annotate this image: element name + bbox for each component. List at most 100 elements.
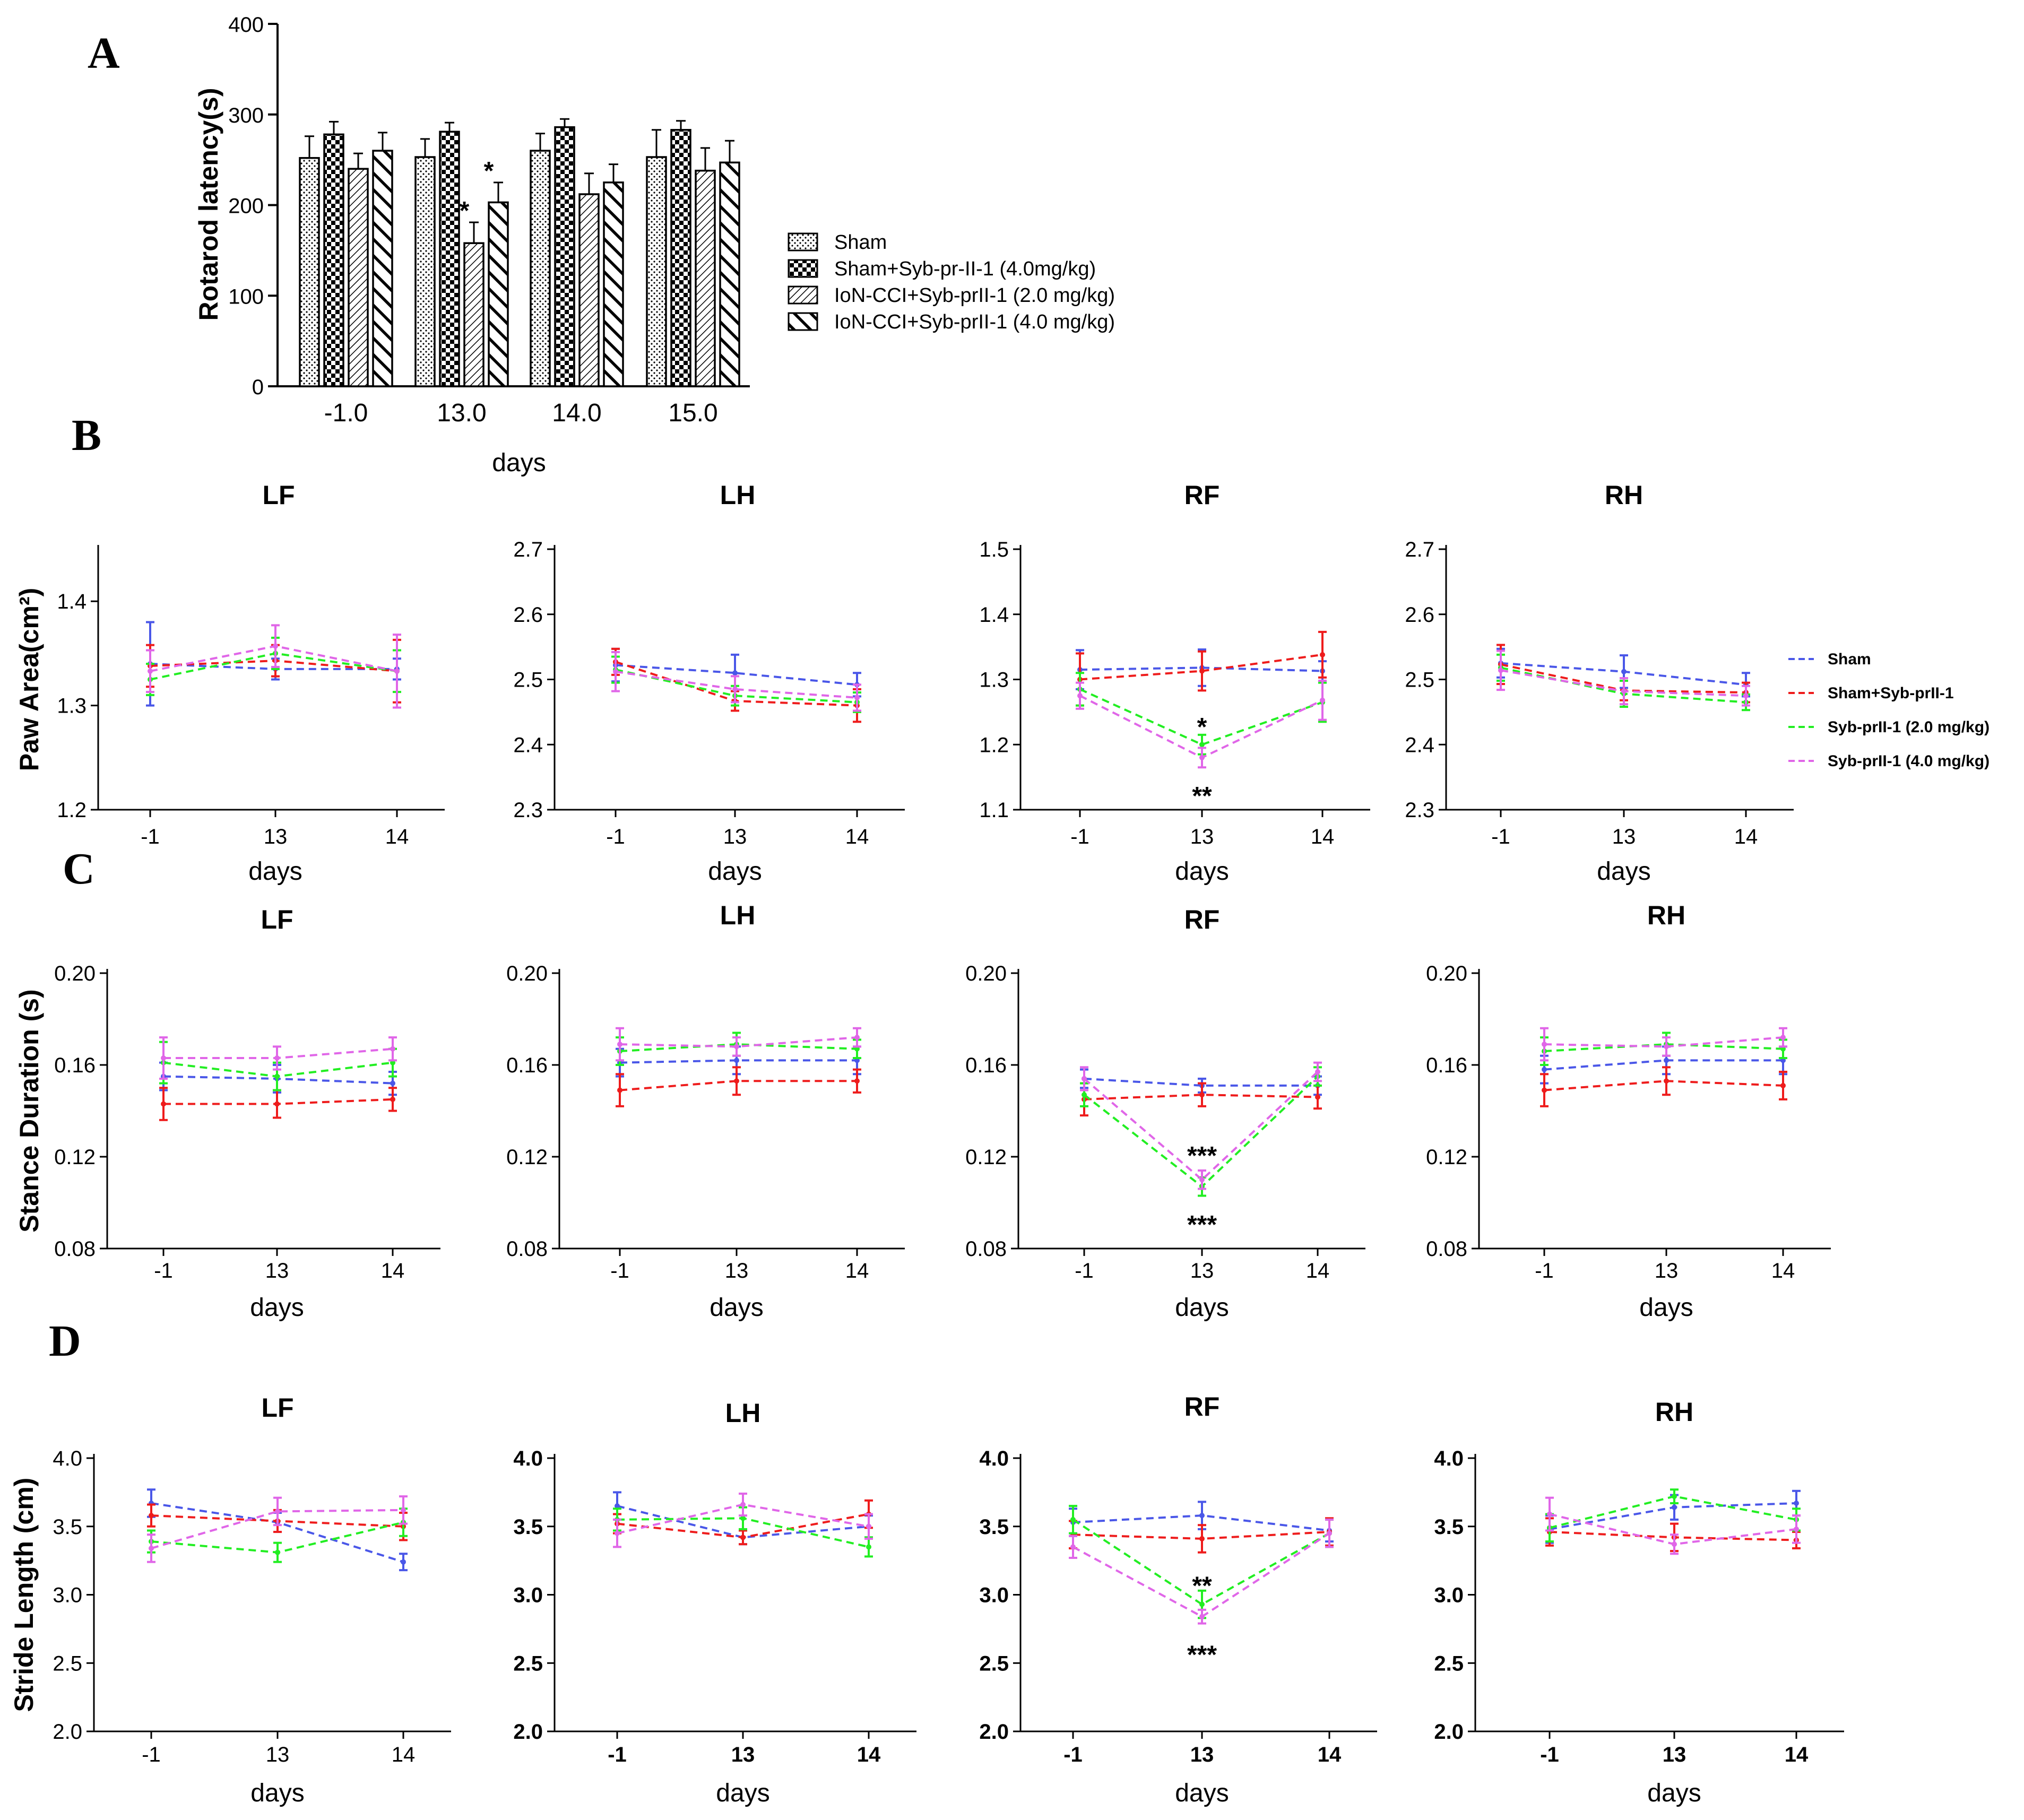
x-axis-label: days xyxy=(708,857,762,886)
data-point xyxy=(161,1055,166,1061)
significance-star: * xyxy=(1197,713,1207,741)
x-axis-label: days xyxy=(250,1779,304,1807)
data-point xyxy=(1199,1536,1205,1541)
y-tick-label: 0.08 xyxy=(965,1237,1007,1261)
legend-label: Syb-prII-1 (4.0 mg/kg) xyxy=(1828,752,1990,770)
series-line xyxy=(1544,1036,1784,1048)
data-point xyxy=(149,1513,154,1519)
y-tick-label: 100 xyxy=(228,285,264,308)
y-tick-label: 2.5 xyxy=(513,669,543,692)
x-tick-label: 14 xyxy=(845,825,869,848)
chart-b-lf: 1.2 1.3 1.4 -1 13 14 LF days Paw Area(cm²) xyxy=(14,480,445,886)
data-point xyxy=(1672,1541,1677,1547)
x-tick-label: -1 xyxy=(141,825,160,848)
x-tick-label: -1 xyxy=(142,1743,161,1766)
x-tick-label: 13 xyxy=(1190,1259,1214,1282)
data-point xyxy=(732,670,738,676)
x-tick-label: 14 xyxy=(1771,1259,1795,1282)
x-tick-label: -1 xyxy=(1063,1743,1083,1766)
data-point xyxy=(161,1101,166,1107)
significance-star: * xyxy=(460,197,470,225)
y-tick-label: 3.5 xyxy=(513,1515,543,1539)
y-axis-label: Rotarod latency(s) xyxy=(194,88,223,321)
data-point xyxy=(1794,1500,1799,1506)
panel-label-a: A xyxy=(88,29,120,78)
data-point xyxy=(1664,1044,1669,1050)
data-point xyxy=(149,1545,154,1551)
legend-swatch xyxy=(788,285,818,305)
chart-c-rf: 0.08 0.12 0.16 0.20 -1 13 14 RF days *** *** xyxy=(965,905,1365,1322)
legend-lines: Sham Sham+Syb-prII-1 Syb-prII-1 (2.0 mg/kg… xyxy=(1788,651,1990,770)
data-point xyxy=(275,1509,280,1514)
x-tick-label: 13 xyxy=(1655,1259,1679,1282)
y-tick-label: 2.7 xyxy=(513,538,543,561)
significance-star: *** xyxy=(1187,1641,1217,1669)
chart-c-lh: 0.08 0.12 0.16 0.20 -1 13 14 LH days xyxy=(506,900,905,1322)
series-line xyxy=(1072,1519,1330,1606)
x-tick-label: -1 xyxy=(606,825,625,848)
data-point xyxy=(1199,1513,1205,1519)
legend-label: IoN-CCI+Syb-prII-1 (2.0 mg/kg) xyxy=(834,284,1115,307)
data-point xyxy=(866,1523,871,1529)
y-tick-label: 0.16 xyxy=(965,1054,1007,1077)
chart-title: RH xyxy=(1605,480,1643,510)
data-point xyxy=(617,1042,622,1047)
chart-title: RH xyxy=(1647,900,1685,930)
y-tick-label: 4.0 xyxy=(53,1447,82,1470)
x-tick-label: 13 xyxy=(1190,825,1214,848)
legend-swatch xyxy=(788,259,818,278)
data-point xyxy=(734,1078,739,1084)
data-point xyxy=(401,1559,406,1565)
data-point xyxy=(275,1549,280,1555)
legend-label: IoN-CCI+Syb-prII-1 (4.0 mg/kg) xyxy=(834,311,1115,333)
data-point xyxy=(1082,1092,1087,1098)
x-tick-label: 13.0 xyxy=(437,399,486,427)
y-tick-label: 1.2 xyxy=(979,733,1009,757)
legend-label: Sham+Syb-pr-II-1 (4.0mg/kg) xyxy=(834,258,1096,280)
chart-b-rh: 2.3 2.4 2.5 2.6 2.7 -1 13 14 RH days xyxy=(1405,480,1794,886)
x-tick-label: 14 xyxy=(385,825,409,848)
chart-title: LF xyxy=(262,480,295,510)
data-point xyxy=(148,668,153,674)
y-tick-label: 1.5 xyxy=(979,538,1009,561)
y-axis-label: Paw Area(cm²) xyxy=(14,588,44,771)
x-tick-label: 14 xyxy=(1306,1259,1330,1282)
bar xyxy=(670,129,691,387)
x-tick-label: -1 xyxy=(1075,1259,1094,1282)
x-tick-label: 13 xyxy=(725,1259,749,1282)
data-point xyxy=(1070,1516,1076,1522)
y-tick-label: 3.5 xyxy=(979,1515,1009,1539)
data-point xyxy=(866,1544,871,1550)
x-axis-label: days xyxy=(250,1294,304,1322)
x-tick-label: 13 xyxy=(1612,825,1636,848)
bar xyxy=(603,181,624,387)
legend-label: Sham xyxy=(1828,651,1871,668)
legend-a: Sham Sham+Syb-pr-II-1 (4.0mg/kg) IoN-CCI+S… xyxy=(788,231,1115,333)
y-tick-label: 1.1 xyxy=(979,799,1009,822)
legend-swatch xyxy=(788,312,818,331)
y-tick-label: 0.08 xyxy=(506,1237,548,1261)
series-line xyxy=(615,670,858,699)
chart-c-rh: 0.08 0.12 0.16 0.20 -1 13 14 RH days xyxy=(1426,900,1831,1322)
x-tick-label: 13 xyxy=(723,825,747,848)
y-tick-label: 3.5 xyxy=(53,1515,82,1539)
y-tick-label: 4.0 xyxy=(1434,1447,1464,1470)
y-tick-label: 2.3 xyxy=(513,799,543,822)
x-axis-label: days xyxy=(248,857,302,886)
x-tick-label: 13 xyxy=(265,1259,289,1282)
data-point xyxy=(1547,1511,1552,1517)
x-tick-label: 15.0 xyxy=(668,399,717,427)
bar xyxy=(530,150,551,387)
data-point xyxy=(274,1073,280,1079)
x-tick-label: -1 xyxy=(1491,825,1510,848)
y-tick-label: 0 xyxy=(252,376,264,399)
data-point xyxy=(1199,1601,1205,1607)
data-point xyxy=(274,1101,280,1107)
data-point xyxy=(1664,1058,1669,1063)
y-tick-label: 2.0 xyxy=(1434,1720,1464,1744)
x-tick-label: 14 xyxy=(381,1259,405,1282)
data-point xyxy=(1315,1069,1320,1074)
data-point xyxy=(1082,1076,1087,1081)
y-tick-label: 2.4 xyxy=(1405,733,1434,757)
bar xyxy=(323,133,344,387)
